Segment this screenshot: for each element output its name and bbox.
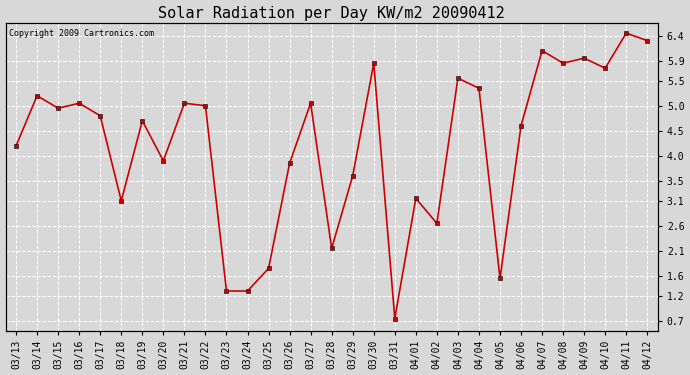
- Title: Solar Radiation per Day KW/m2 20090412: Solar Radiation per Day KW/m2 20090412: [158, 6, 505, 21]
- Text: Copyright 2009 Cartronics.com: Copyright 2009 Cartronics.com: [9, 29, 154, 38]
